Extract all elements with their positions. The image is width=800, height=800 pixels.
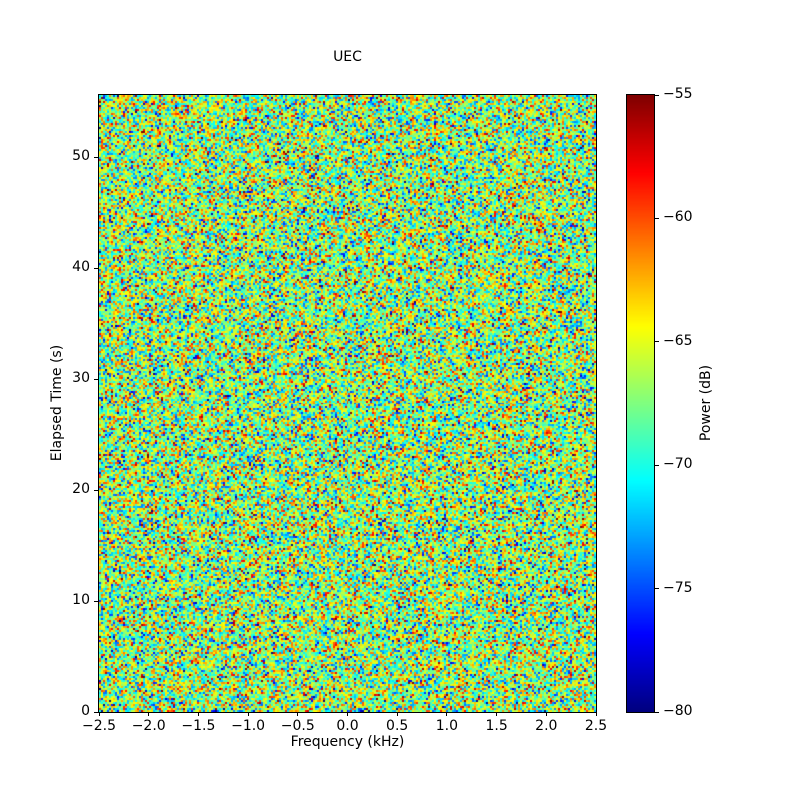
y-tick-label: 50 bbox=[72, 148, 90, 165]
colorbar-tick-mark bbox=[655, 341, 659, 343]
x-tick-label: −0.5 bbox=[280, 718, 315, 734]
colorbar-tick-label: −55 bbox=[663, 86, 693, 102]
colorbar-tick-label: −75 bbox=[663, 579, 693, 596]
x-tick-label: −2.0 bbox=[131, 718, 166, 734]
x-tick-label: −1.5 bbox=[181, 718, 216, 734]
x-tick-label: −1.0 bbox=[231, 718, 266, 734]
y-tick-label: 20 bbox=[72, 481, 90, 498]
y-tick-label: 0 bbox=[81, 703, 90, 719]
colorbar-tick-label: −70 bbox=[663, 456, 693, 473]
colorbar-tick-label: −80 bbox=[663, 703, 693, 719]
colorbar-tick-label: −60 bbox=[663, 209, 693, 226]
plot-title: UEC bbox=[333, 49, 362, 65]
colorbar-tick-mark bbox=[655, 217, 659, 219]
colorbar-tick-label: −65 bbox=[663, 332, 693, 349]
y-axis-label: Elapsed Time (s) bbox=[49, 344, 65, 462]
x-tick-label: 2.0 bbox=[535, 718, 558, 734]
y-tick-label: 10 bbox=[72, 592, 90, 609]
x-tick-label: 1.5 bbox=[485, 718, 508, 734]
colorbar bbox=[626, 94, 655, 713]
x-axis-label: Frequency (kHz) bbox=[290, 734, 405, 750]
colorbar-tick-mark bbox=[655, 711, 659, 713]
x-tick-label: 1.0 bbox=[435, 718, 459, 734]
colorbar-tick-mark bbox=[655, 588, 659, 590]
colorbar-tick-mark bbox=[655, 94, 659, 96]
x-tick-label: 0.5 bbox=[386, 718, 409, 734]
x-tick-label: −2.5 bbox=[82, 718, 116, 734]
y-tick-label: 40 bbox=[72, 259, 90, 276]
x-tick-label: 2.5 bbox=[584, 718, 608, 734]
spectrogram-heatmap bbox=[98, 94, 597, 713]
colorbar-label: Power (dB) bbox=[698, 364, 714, 442]
x-tick-label: 0.0 bbox=[336, 718, 359, 734]
colorbar-tick-mark bbox=[655, 464, 659, 466]
